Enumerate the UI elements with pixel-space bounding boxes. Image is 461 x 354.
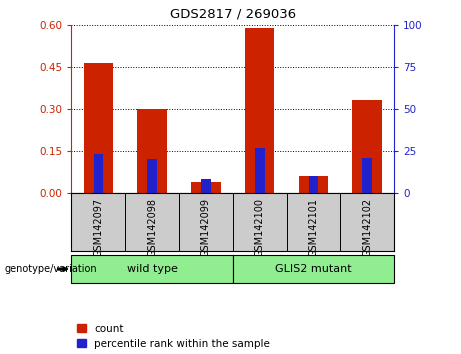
Bar [309,176,318,193]
Title: GDS2817 / 269036: GDS2817 / 269036 [170,8,296,21]
Text: GSM142099: GSM142099 [201,198,211,257]
Bar [299,176,328,193]
Text: GLIS2 mutant: GLIS2 mutant [275,264,352,274]
Text: wild type: wild type [127,264,177,274]
Text: GSM142100: GSM142100 [254,198,265,257]
Text: GSM142101: GSM142101 [308,198,319,257]
Bar [191,182,221,193]
FancyBboxPatch shape [233,255,394,283]
FancyBboxPatch shape [71,255,233,283]
Text: GSM142102: GSM142102 [362,198,372,257]
Text: genotype/variation: genotype/variation [5,264,97,274]
Bar [148,159,157,193]
Bar [255,148,265,193]
Bar [201,179,211,193]
Bar [245,28,274,193]
Bar [83,63,113,193]
Bar [362,158,372,193]
Bar [94,154,103,193]
Text: GSM142098: GSM142098 [147,198,157,257]
Text: GSM142097: GSM142097 [93,198,103,257]
Bar [353,101,382,193]
Legend: count, percentile rank within the sample: count, percentile rank within the sample [77,324,270,349]
Bar [137,109,167,193]
